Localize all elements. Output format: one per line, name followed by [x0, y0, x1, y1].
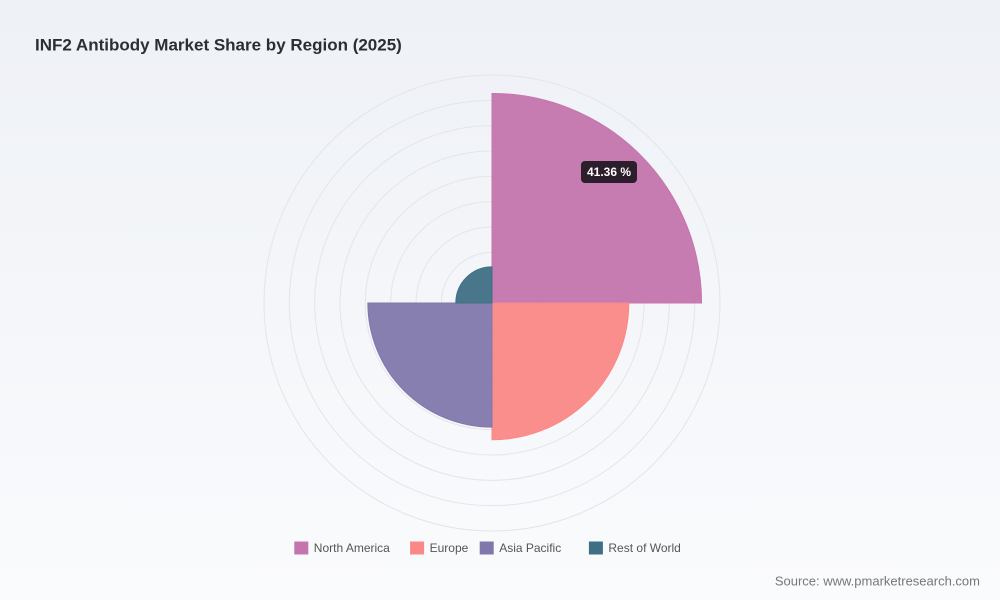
slice[interactable] — [367, 302, 493, 428]
legend-label[interactable]: Asia Pacific — [499, 541, 561, 555]
tooltip-label: 41.36 % — [587, 165, 631, 179]
legend-swatch[interactable] — [294, 541, 309, 555]
source: Source: www.pmarketresearch.com — [775, 573, 980, 588]
slice[interactable] — [491, 92, 703, 304]
legend-label[interactable]: North America — [314, 541, 390, 555]
slice[interactable] — [491, 302, 630, 441]
legend-swatch[interactable] — [410, 541, 425, 555]
legend-label[interactable]: Europe — [430, 541, 469, 555]
tooltip-box — [581, 161, 637, 183]
slice[interactable] — [455, 266, 493, 304]
legend-swatch[interactable] — [479, 541, 494, 555]
legend-swatch[interactable] — [588, 541, 603, 555]
grid-ring — [263, 74, 721, 532]
legend-label[interactable]: Rest of World — [608, 541, 680, 555]
chart-title: INF2 Antibody Market Share by Region (20… — [35, 35, 402, 54]
